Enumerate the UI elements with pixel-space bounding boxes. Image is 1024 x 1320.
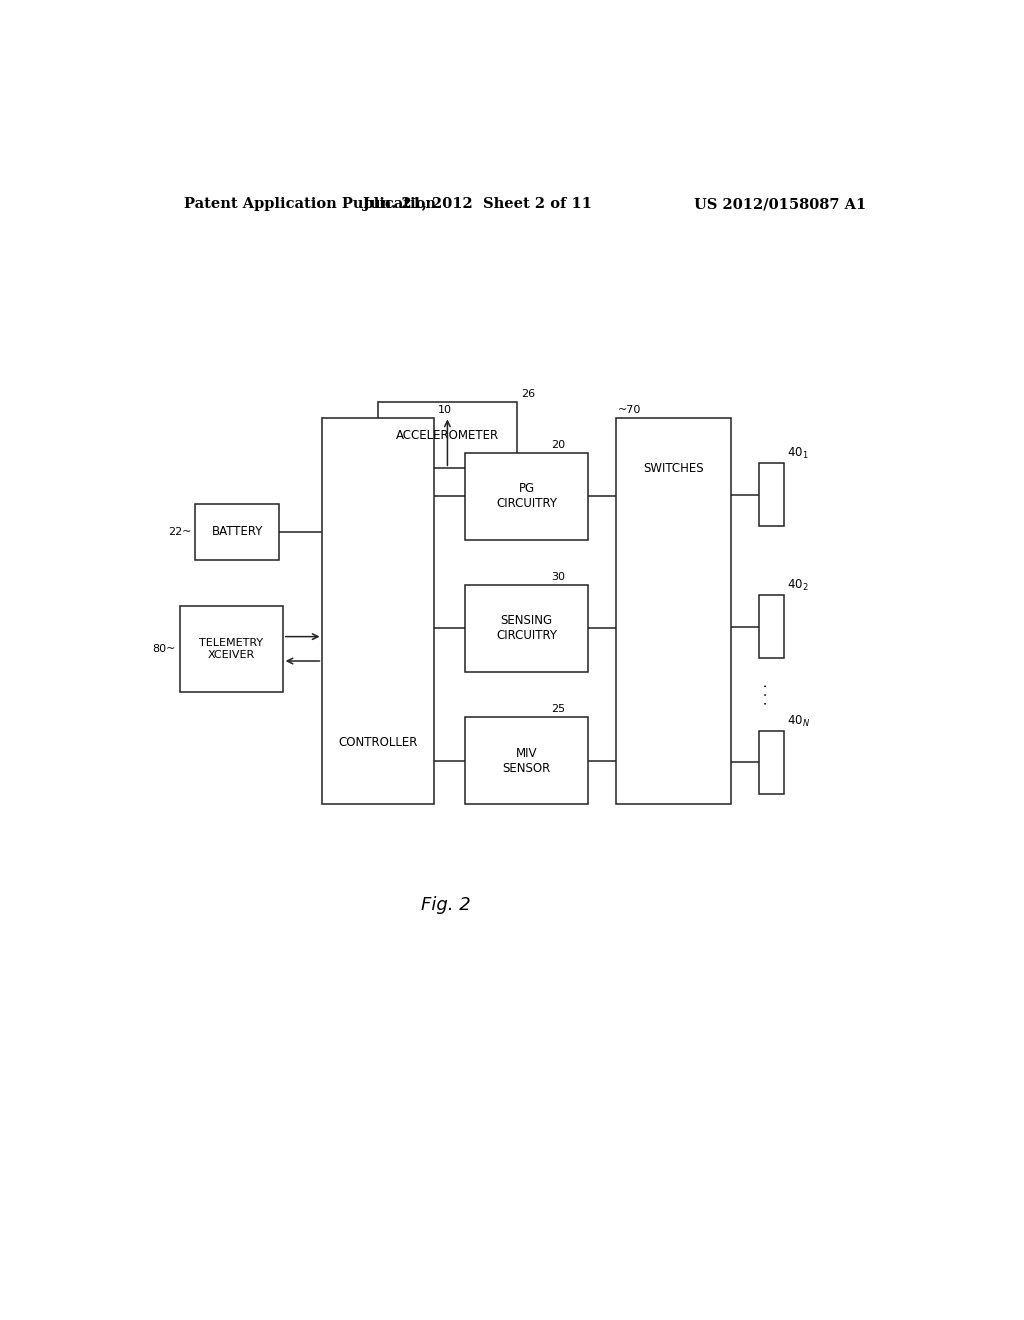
- Text: TELEMETRY
XCEIVER: TELEMETRY XCEIVER: [199, 638, 263, 660]
- Text: $40_N$: $40_N$: [787, 714, 811, 729]
- Text: CONTROLLER: CONTROLLER: [338, 737, 418, 750]
- Text: 20: 20: [551, 440, 565, 450]
- Text: Patent Application Publication: Patent Application Publication: [183, 197, 435, 211]
- Text: Jun. 21, 2012  Sheet 2 of 11: Jun. 21, 2012 Sheet 2 of 11: [362, 197, 592, 211]
- Text: PG
CIRCUITRY: PG CIRCUITRY: [497, 482, 557, 511]
- Text: 80~: 80~: [153, 644, 176, 653]
- Bar: [196, 504, 279, 560]
- Text: US 2012/0158087 A1: US 2012/0158087 A1: [694, 197, 866, 211]
- Text: SWITCHES: SWITCHES: [643, 462, 703, 475]
- Text: $40_1$: $40_1$: [787, 446, 809, 461]
- Text: ACCELEROMETER: ACCELEROMETER: [396, 429, 499, 442]
- Text: SENSING
CIRCUITRY: SENSING CIRCUITRY: [497, 615, 557, 643]
- Bar: [759, 731, 784, 793]
- Text: ~70: ~70: [617, 404, 641, 414]
- Bar: [465, 585, 588, 672]
- Bar: [179, 606, 283, 692]
- Text: 26: 26: [521, 389, 535, 399]
- Text: 10: 10: [437, 404, 452, 414]
- Bar: [465, 453, 588, 540]
- Bar: [378, 403, 517, 469]
- Text: BATTERY: BATTERY: [211, 525, 263, 539]
- Bar: [759, 463, 784, 527]
- Text: 25: 25: [551, 705, 565, 714]
- Bar: [323, 417, 433, 804]
- Text: Fig. 2: Fig. 2: [421, 896, 470, 915]
- Text: $40_2$: $40_2$: [787, 578, 809, 594]
- Bar: [465, 718, 588, 804]
- Bar: [616, 417, 731, 804]
- Text: MIV
SENSOR: MIV SENSOR: [503, 747, 551, 775]
- Text: 30: 30: [551, 573, 565, 582]
- Text: 22~: 22~: [168, 527, 191, 537]
- Text: · · ·: · · ·: [760, 684, 774, 705]
- Bar: [759, 595, 784, 659]
